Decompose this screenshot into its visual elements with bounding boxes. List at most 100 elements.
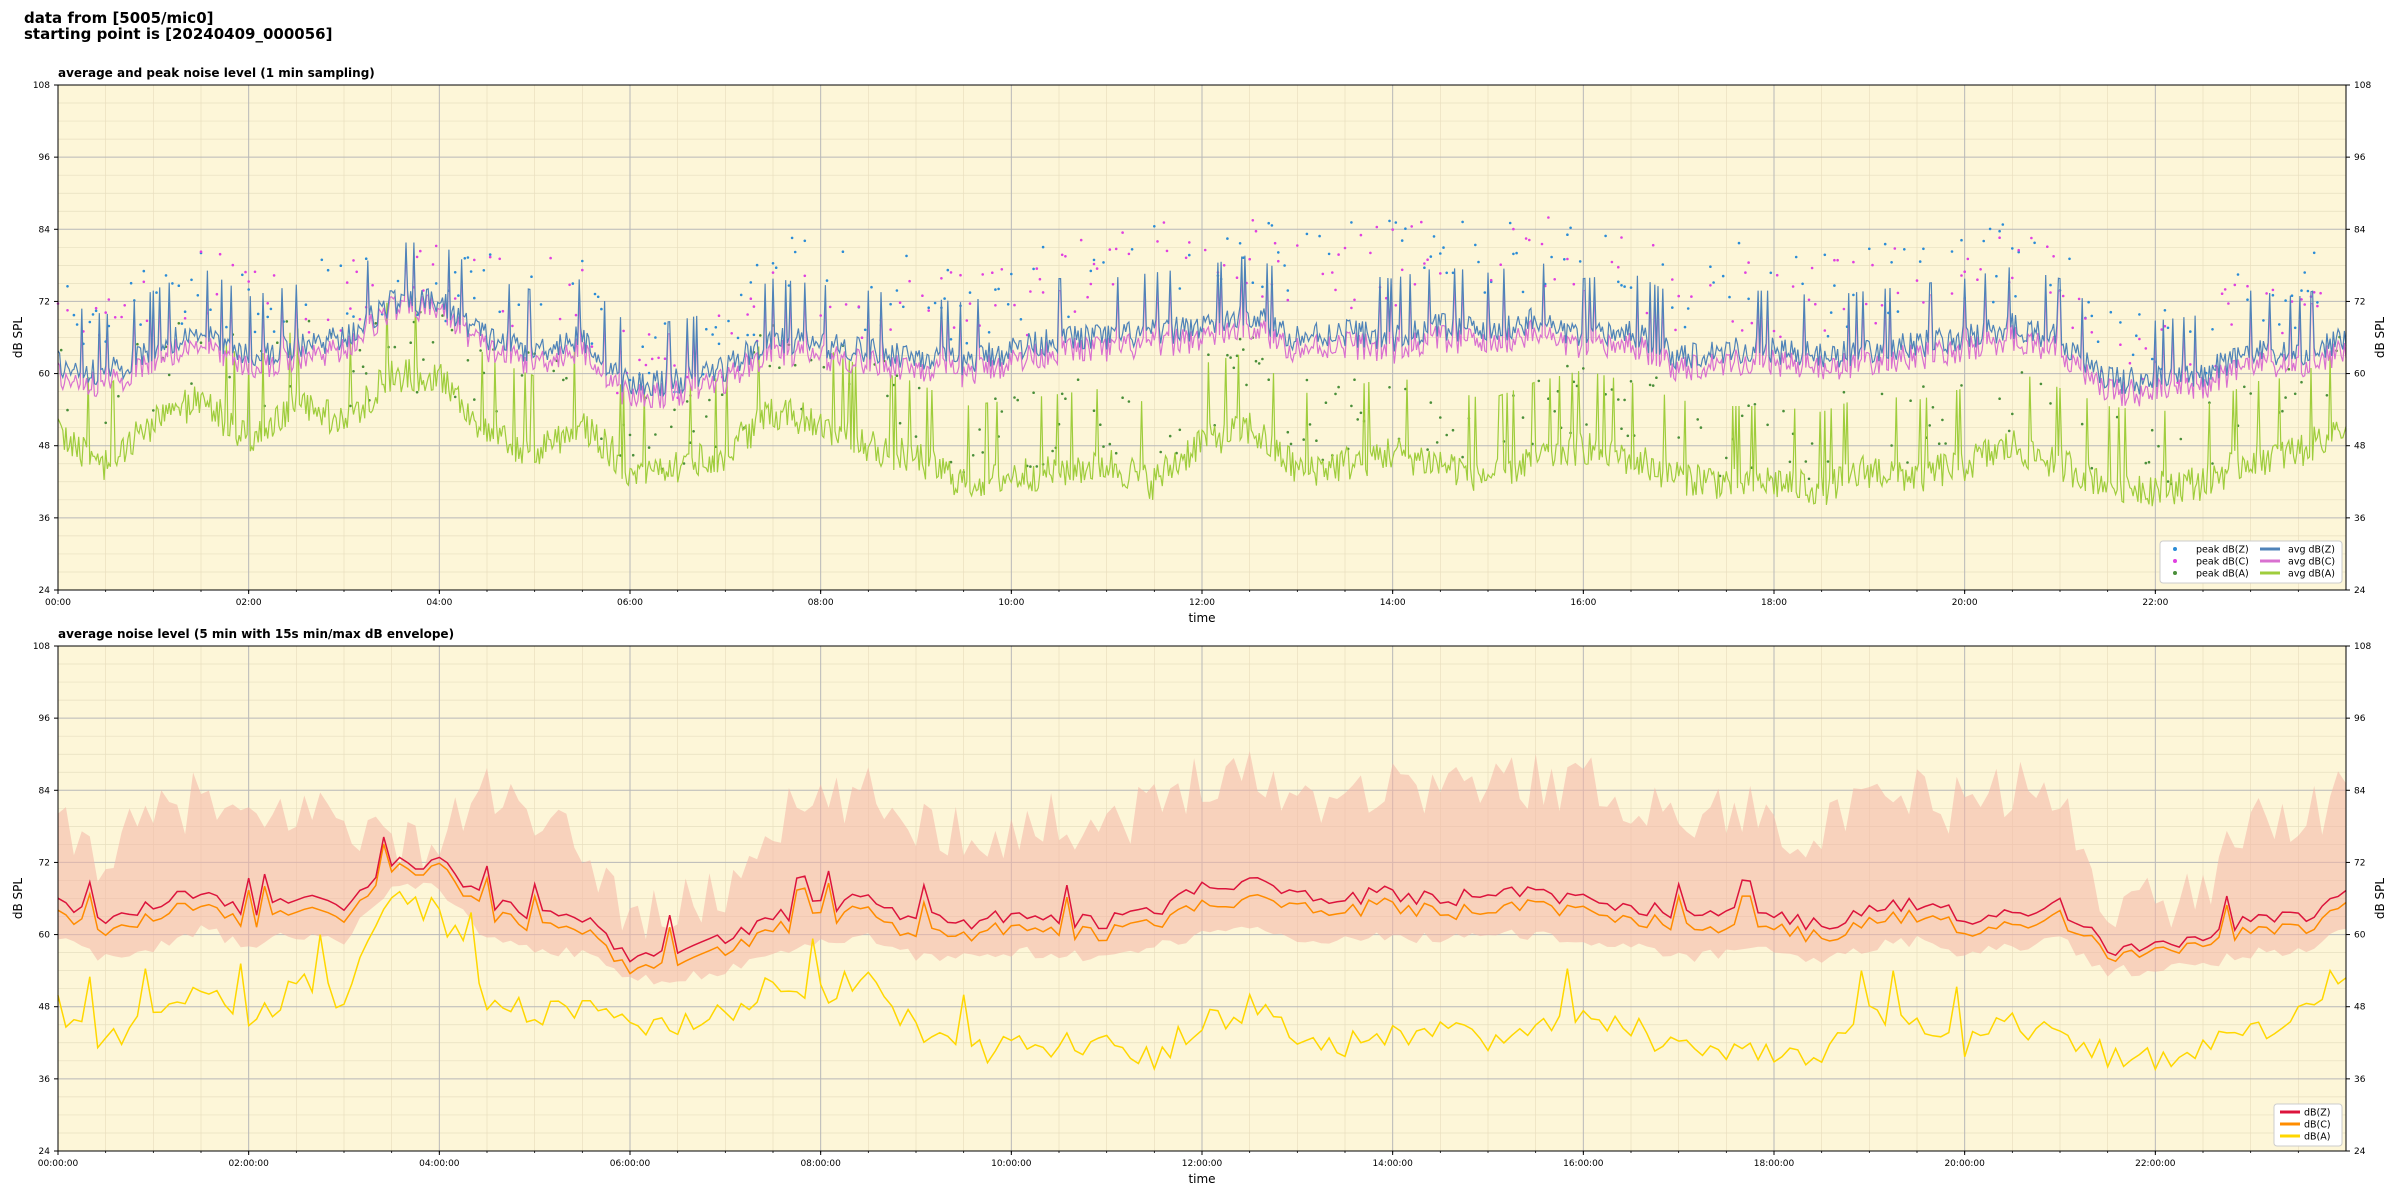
peak-a-point [1937,442,1941,446]
peak-z-point [1305,232,1309,236]
x-axis-label: time [1188,1172,1215,1186]
peak-a-point [2166,480,2170,483]
peak-c-point [663,357,667,361]
peak-c-point [1296,244,1299,247]
peak-c-point [2046,245,2049,248]
peak-z-point [870,285,873,289]
peak-a-point [1308,423,1312,426]
peak-z-point [1922,247,1925,251]
peak-z-point [943,297,946,300]
peak-c-point [142,280,146,284]
peak-a-point [1696,418,1699,421]
peak-c-point [1966,257,1970,261]
x-tick-label: 16:00:00 [1563,1159,1604,1169]
peak-z-point [1067,315,1070,319]
peak-c-point [860,336,864,340]
peak-c-point [1156,240,1159,243]
peak-a-point [2325,394,2329,397]
peak-z-point [600,307,603,311]
peak-z-point [517,303,521,307]
peak-a-point [1261,357,1264,361]
peak-c-point [2290,300,2294,303]
peak-z-point [1178,287,1182,290]
peak-a-point [1435,441,1439,444]
peak-a-point [520,374,524,377]
peak-z-point [463,257,467,260]
peak-z-point [2284,299,2287,302]
peak-c-point [123,304,126,307]
peak-z-point [1188,253,1191,257]
y-tick-label-right: 60 [2354,931,2366,941]
peak-z-point [1604,234,1607,238]
peak-c-point [921,294,924,298]
peak-c-point [828,305,832,309]
x-tick-label: 00:00:00 [38,1159,79,1169]
peak-c-point [1375,225,1379,229]
peak-a-point [1725,456,1728,460]
peak-a-point [1782,409,1785,413]
peak-a-point [1747,404,1750,408]
y-axis-label-left: dB SPL [11,878,25,920]
peak-c-point [2281,331,2284,335]
peak-a-point [1254,359,1258,363]
peak-c-point [994,304,997,307]
peak-z-point [2278,323,2281,326]
peak-c-point [1823,329,1827,332]
peak-c-point [1553,278,1556,281]
peak-a-point [917,386,921,390]
peak-z-point [482,269,486,272]
peak-a-point [1617,398,1620,401]
y-tick-label-right: 36 [2354,514,2366,524]
peak-a-point [978,428,981,431]
peak-z-point [825,279,829,282]
peak-a-point [431,341,435,344]
peak-z-point [2135,334,2138,338]
envelope-band [58,751,2346,985]
peak-c-point [857,305,861,308]
peak-c-point [304,317,308,321]
peak-a-point [1677,436,1680,439]
peak-a-point [1890,444,1893,447]
peak-z-point [2001,223,2005,226]
peak-z-point [473,296,476,300]
peak-c-point [771,271,775,274]
peak-c-point [1420,220,1423,224]
x-tick-label: 02:00:00 [228,1159,269,1169]
peak-z-point [968,291,972,294]
peak-z-point [994,288,997,291]
peak-a-point [2011,412,2014,416]
peak-c-point [1871,263,1874,267]
peak-c-point [1410,225,1413,228]
y-tick-label-left: 108 [33,642,50,652]
peak-a-point [1235,354,1239,358]
peak-c-point [272,274,276,277]
peak-z-point [663,322,667,325]
peak-c-point [104,311,107,314]
peak-z-point [774,266,778,270]
peak-z-point [803,239,807,243]
peak-c-point [422,289,425,292]
peak-a-point [1572,380,1576,384]
peak-z-point [1286,289,1290,292]
peak-c-point [2090,331,2094,334]
peak-c-point [1035,267,1039,270]
peak-c-point [2189,363,2192,366]
peak-z-point [1578,260,1582,263]
peak-a-point [1941,418,1944,422]
peak-z-point [2119,321,2122,324]
peak-z-point [841,250,845,253]
peak-z-point [1826,334,1830,338]
peak-c-point [371,283,374,287]
peak-z-point [997,287,1000,291]
peak-z-point [2163,309,2167,312]
peak-a-point [1629,380,1633,383]
peak-c-point [1874,321,1877,325]
x-tick-label: 22:00:00 [2135,1159,2176,1169]
peak-z-point [1400,239,1404,242]
peak-a-point [628,433,632,437]
peak-a-point [2144,461,2148,465]
peak-a-point [2284,396,2287,399]
y-tick-label-right: 108 [2354,642,2371,652]
peak-c-point [952,326,956,329]
legend: dB(Z)dB(C)dB(A) [2273,1103,2343,1147]
